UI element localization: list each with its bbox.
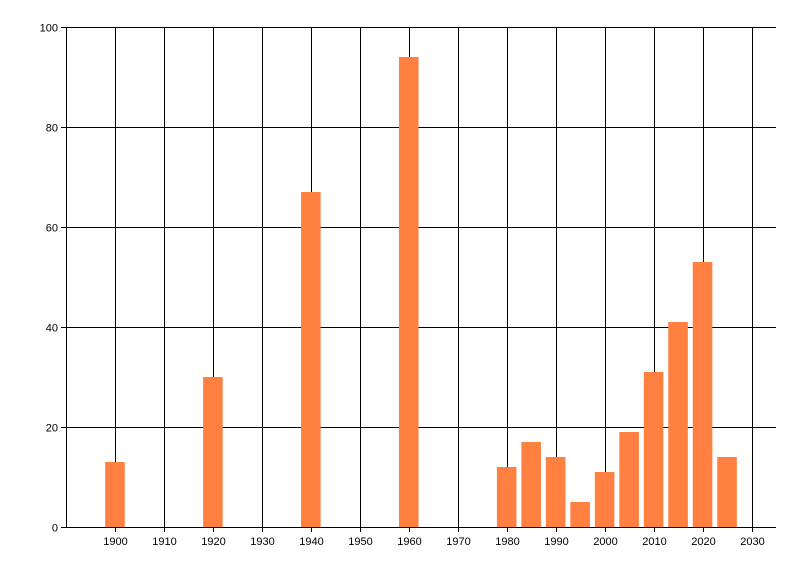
bar-2015 xyxy=(668,322,688,527)
x-tick-label: 2030 xyxy=(740,536,764,548)
bar-2005 xyxy=(619,432,639,527)
x-tick-labels: 1900 1910 1920 1930 1940 1950 1960 1970 1980 1990… xyxy=(103,536,764,548)
x-tick-label: 2010 xyxy=(642,536,666,548)
x-tick-label: 1980 xyxy=(495,536,519,548)
y-tick-label: 60 xyxy=(46,223,58,235)
bars xyxy=(105,57,737,527)
x-tick-label: 2000 xyxy=(593,536,617,548)
x-tick-label: 1930 xyxy=(250,536,274,548)
y-tick-label: 40 xyxy=(46,323,58,335)
bar-1960 xyxy=(398,57,419,527)
bar-2010 xyxy=(643,372,664,527)
x-tick-label: 1920 xyxy=(201,536,225,548)
x-tick-label: 1950 xyxy=(348,536,372,548)
x-tick-label: 1960 xyxy=(397,536,421,548)
bar-1995 xyxy=(570,502,590,527)
x-tick-label: 1910 xyxy=(152,536,176,548)
x-tick-label: 2020 xyxy=(691,536,715,548)
x-tick-label: 1970 xyxy=(446,536,470,548)
x-tick-label: 1940 xyxy=(299,536,323,548)
axes xyxy=(61,27,776,532)
bar-1990 xyxy=(545,457,566,527)
bar-2020 xyxy=(692,262,713,527)
x-tick-label: 1990 xyxy=(544,536,568,548)
bar-1920 xyxy=(203,377,223,527)
x-tick-label: 1900 xyxy=(103,536,127,548)
y-tick-labels: 0 20 40 60 80 100 xyxy=(40,23,58,535)
y-tick-label: 20 xyxy=(46,423,58,435)
y-tick-label: 80 xyxy=(46,123,58,135)
bar-1985 xyxy=(521,442,541,527)
y-tick-label: 0 xyxy=(52,523,58,535)
bar-2025 xyxy=(717,457,737,527)
y-tick-label: 100 xyxy=(40,23,58,35)
bar-1980 xyxy=(496,467,517,527)
bar-1900 xyxy=(105,462,125,527)
bar-1940 xyxy=(301,192,321,527)
bar-2000 xyxy=(594,472,615,527)
